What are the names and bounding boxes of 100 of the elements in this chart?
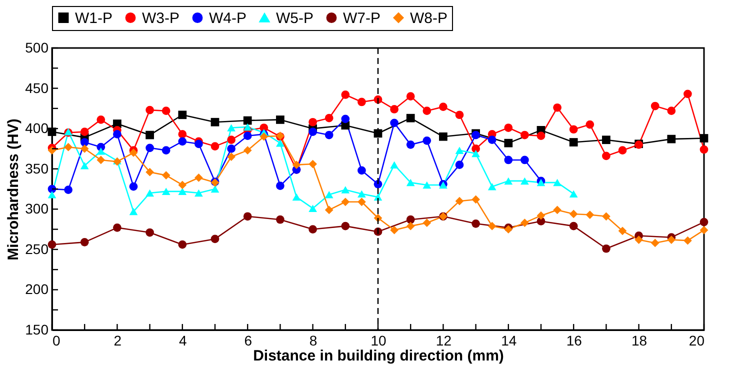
point xyxy=(390,226,398,234)
point xyxy=(243,212,252,221)
point xyxy=(358,190,366,198)
point xyxy=(227,152,236,161)
point xyxy=(455,196,464,206)
point xyxy=(684,236,692,245)
point xyxy=(406,215,415,224)
point xyxy=(129,182,138,191)
point xyxy=(129,148,138,157)
point xyxy=(243,132,252,140)
point xyxy=(406,114,415,122)
y-tick-label: 400 xyxy=(25,120,49,136)
point xyxy=(553,103,562,112)
point xyxy=(308,118,317,126)
point xyxy=(178,180,187,190)
point xyxy=(700,218,708,226)
point xyxy=(374,129,382,138)
y-tick-label: 300 xyxy=(25,200,49,217)
y-tick-label: 250 xyxy=(25,240,49,257)
point xyxy=(488,182,496,190)
point xyxy=(422,136,432,145)
point xyxy=(520,130,529,140)
point xyxy=(536,132,546,140)
point xyxy=(358,166,366,175)
point xyxy=(276,116,284,124)
point xyxy=(48,128,56,136)
point xyxy=(96,156,106,164)
point xyxy=(422,181,432,189)
point xyxy=(210,234,220,244)
x-tick-label: 18 xyxy=(632,332,648,348)
point xyxy=(194,189,203,197)
point xyxy=(472,144,480,153)
point xyxy=(80,128,89,136)
point xyxy=(406,178,415,186)
point xyxy=(422,218,432,228)
point xyxy=(569,222,578,230)
point xyxy=(406,140,415,149)
legend-label: W1-P xyxy=(75,10,112,27)
point xyxy=(650,102,660,110)
x-tick-label: 0 xyxy=(52,332,60,348)
point xyxy=(96,148,106,155)
x-tick-label: 4 xyxy=(179,332,187,348)
point xyxy=(292,160,301,170)
x-tick-label: 14 xyxy=(501,332,517,348)
point xyxy=(80,238,89,246)
point xyxy=(553,206,562,214)
point xyxy=(667,134,676,144)
point xyxy=(488,136,496,144)
point xyxy=(358,198,366,206)
point xyxy=(64,142,72,152)
point xyxy=(390,105,398,114)
y-tick-label: 150 xyxy=(25,322,49,338)
point xyxy=(520,156,529,164)
point xyxy=(178,130,187,138)
point xyxy=(406,222,415,230)
point xyxy=(227,144,236,153)
point xyxy=(162,171,170,180)
point xyxy=(276,182,284,190)
point xyxy=(700,226,708,234)
point xyxy=(650,238,660,248)
point xyxy=(341,222,350,230)
point xyxy=(455,160,464,170)
point xyxy=(146,168,154,176)
point xyxy=(504,156,513,164)
point xyxy=(422,106,432,116)
point xyxy=(455,146,464,154)
point xyxy=(520,177,529,185)
point xyxy=(146,130,154,140)
x-tick-label: 20 xyxy=(688,332,705,348)
x-tick-label: 8 xyxy=(309,332,318,348)
x-tick-label: 16 xyxy=(566,332,582,348)
point xyxy=(210,185,220,193)
point xyxy=(700,134,708,142)
point xyxy=(684,90,692,98)
point xyxy=(178,240,187,249)
point xyxy=(341,198,350,206)
point xyxy=(210,142,220,150)
legend-label: W3-P xyxy=(142,10,180,27)
point xyxy=(586,210,594,219)
point xyxy=(308,160,317,168)
legend-label: W5-P xyxy=(276,10,314,27)
point xyxy=(96,116,106,124)
point xyxy=(227,124,236,132)
point xyxy=(260,132,268,141)
point xyxy=(178,110,187,120)
point xyxy=(324,191,334,198)
point xyxy=(162,188,170,196)
point xyxy=(602,136,610,144)
point xyxy=(308,204,317,212)
point xyxy=(390,161,398,168)
point xyxy=(667,236,676,244)
point xyxy=(488,222,496,230)
point xyxy=(227,136,236,144)
point xyxy=(504,124,513,132)
point xyxy=(439,132,448,141)
point xyxy=(700,145,708,154)
point xyxy=(390,118,398,128)
point xyxy=(308,128,317,136)
point xyxy=(634,236,643,244)
point xyxy=(536,211,546,220)
